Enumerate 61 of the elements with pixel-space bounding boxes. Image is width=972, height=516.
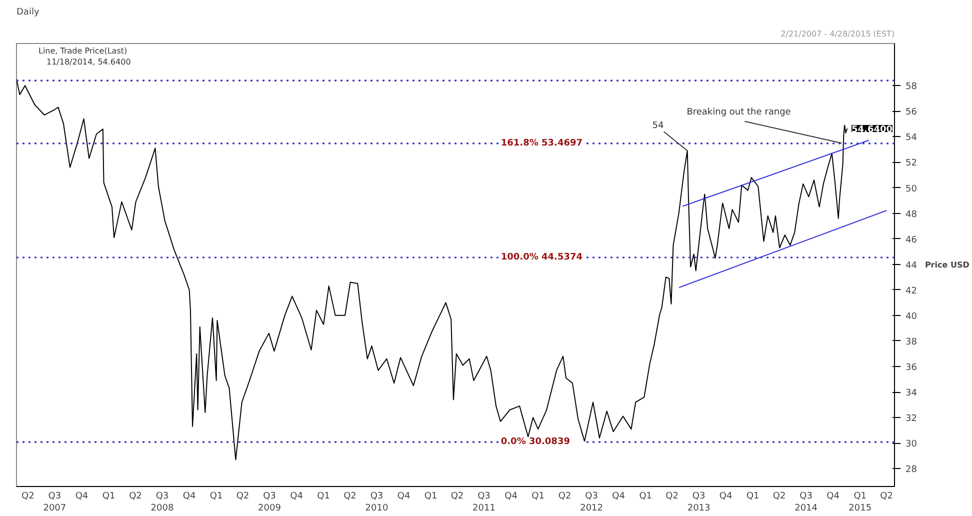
y-tick-label: 40 bbox=[906, 312, 918, 322]
x-tick-label: Q4 bbox=[75, 492, 88, 502]
x-tick-label: Q3 2007 bbox=[43, 492, 66, 514]
y-axis-title: Price USD bbox=[924, 260, 970, 270]
x-tick-label: Q4 bbox=[397, 492, 410, 502]
x-tick-label: Q3 2011 bbox=[472, 492, 496, 514]
y-tick-label: 30 bbox=[906, 440, 918, 450]
x-tick-label: Q2 bbox=[880, 492, 893, 502]
annotation: 54.6400 bbox=[852, 125, 893, 136]
x-tick-label: Q4 bbox=[826, 492, 840, 502]
annotation: Breaking out the range bbox=[686, 108, 792, 118]
annotation: 54 bbox=[652, 120, 664, 131]
x-tick-label: Q2 bbox=[236, 492, 250, 502]
y-tick-label: 58 bbox=[906, 82, 918, 92]
x-tick-label: Q2 bbox=[344, 492, 356, 502]
x-tick-label: Q2 bbox=[450, 492, 464, 502]
x-tick-label: Q1 bbox=[102, 492, 116, 502]
y-tick-label: 44 bbox=[906, 260, 918, 271]
x-tick-label: Q2 bbox=[129, 492, 142, 502]
x-tick-label: Q3 2008 bbox=[150, 492, 174, 514]
x-tick-label: Q1 bbox=[317, 492, 330, 502]
y-tick-label: 38 bbox=[906, 337, 918, 348]
y-tick-label: 28 bbox=[906, 465, 918, 476]
annotation: 11/18/2014, 54.6400 bbox=[46, 58, 131, 66]
y-tick-label: 42 bbox=[906, 286, 917, 296]
x-tick-label: Q3 2010 bbox=[365, 492, 388, 514]
line-series bbox=[16, 78, 848, 460]
y-tick-label: 56 bbox=[906, 108, 918, 118]
y-tick-label: 36 bbox=[906, 362, 918, 373]
y-tick-label: 54 bbox=[906, 133, 918, 144]
ref-line-label: 100.0% 44.5374 bbox=[500, 252, 583, 262]
x-tick-label: Q4 bbox=[612, 492, 626, 502]
y-tick-label: 32 bbox=[906, 414, 917, 424]
x-tick-label: Q1 bbox=[639, 492, 652, 502]
x-tick-label: Q1 bbox=[424, 492, 438, 502]
x-tick-label: Q3 2013 bbox=[687, 492, 710, 514]
ref-line-label: 0.0% 30.0839 bbox=[500, 437, 570, 448]
x-tick-label: Q2 bbox=[666, 492, 678, 502]
y-tick-label: 34 bbox=[906, 388, 918, 399]
x-tick-label: Q4 bbox=[504, 492, 518, 502]
x-tick-label: Q1 bbox=[532, 492, 544, 502]
x-tick-label: Q1 bbox=[210, 492, 223, 502]
x-tick-label: Q2 bbox=[558, 492, 572, 502]
x-tick-label: Q3 2012 bbox=[580, 492, 604, 514]
x-tick-label: Q3 2014 bbox=[794, 492, 818, 514]
y-tick-label: 46 bbox=[906, 235, 918, 246]
annotation: Line, Trade Price(Last) bbox=[38, 46, 128, 56]
x-tick-label: Q3 2009 bbox=[258, 492, 282, 514]
x-tick-label: Q1 2015 bbox=[848, 492, 872, 514]
y-tick-label: 52 bbox=[906, 158, 917, 169]
ref-line-label: 161.8% 53.4697 bbox=[500, 138, 583, 148]
chart-subtitle: 2/21/2007 - 4/28/2015 (EST) bbox=[780, 30, 895, 38]
x-tick-label: Q4 bbox=[182, 492, 196, 502]
y-tick-label: 50 bbox=[906, 184, 918, 194]
y-tick-label: 48 bbox=[906, 210, 918, 220]
x-tick-label: Q2 bbox=[772, 492, 786, 502]
x-tick-label: Q2 bbox=[22, 492, 34, 502]
x-tick-label: Q4 bbox=[719, 492, 733, 502]
x-tick-label: Q1 bbox=[746, 492, 760, 502]
x-tick-label: Q4 bbox=[290, 492, 304, 502]
chart-title: Daily bbox=[16, 8, 40, 18]
